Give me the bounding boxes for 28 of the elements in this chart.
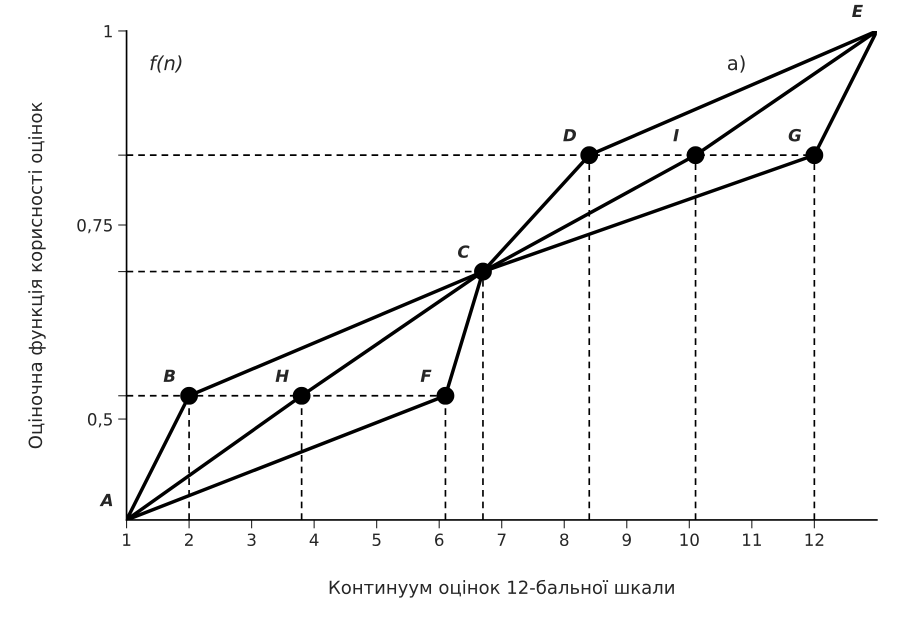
x-tick-label: 5 bbox=[372, 534, 381, 546]
x-tick-label: 8 bbox=[560, 533, 568, 546]
annotation: B bbox=[164, 370, 175, 382]
annotation: A bbox=[100, 494, 112, 506]
x-tick-label: 11 bbox=[743, 534, 761, 546]
annotation: D bbox=[563, 129, 576, 142]
annotation: I bbox=[673, 129, 679, 142]
x-tick-label: 9 bbox=[622, 533, 631, 546]
annotation: G bbox=[788, 128, 802, 142]
x-tick-label: 7 bbox=[498, 534, 506, 546]
annotation: F bbox=[420, 370, 432, 382]
x-tick-label: 10 bbox=[680, 533, 699, 546]
x-tick-label: 1 bbox=[123, 534, 130, 546]
y-tick-label: 0,75 bbox=[77, 218, 112, 234]
y-axis-title: Оціночна функція корисності оцінок bbox=[28, 102, 46, 448]
y-tick-label: 1 bbox=[104, 25, 112, 38]
x-axis-title: Континуум оцінок 12-бальної шкали bbox=[330, 580, 674, 598]
annotation: H bbox=[276, 370, 289, 382]
x-tick-label: 4 bbox=[310, 534, 319, 546]
annotation: C bbox=[458, 245, 470, 258]
annotation: E bbox=[852, 4, 863, 18]
x-tick-label: 6 bbox=[435, 533, 444, 546]
x-tick-label: 12 bbox=[806, 533, 824, 546]
annotation: f(n) bbox=[150, 55, 182, 73]
y-tick-label: 0,5 bbox=[88, 413, 112, 428]
x-tick-label: 3 bbox=[248, 533, 256, 546]
x-tick-label: 2 bbox=[185, 533, 193, 546]
annotation: а) bbox=[728, 55, 745, 73]
